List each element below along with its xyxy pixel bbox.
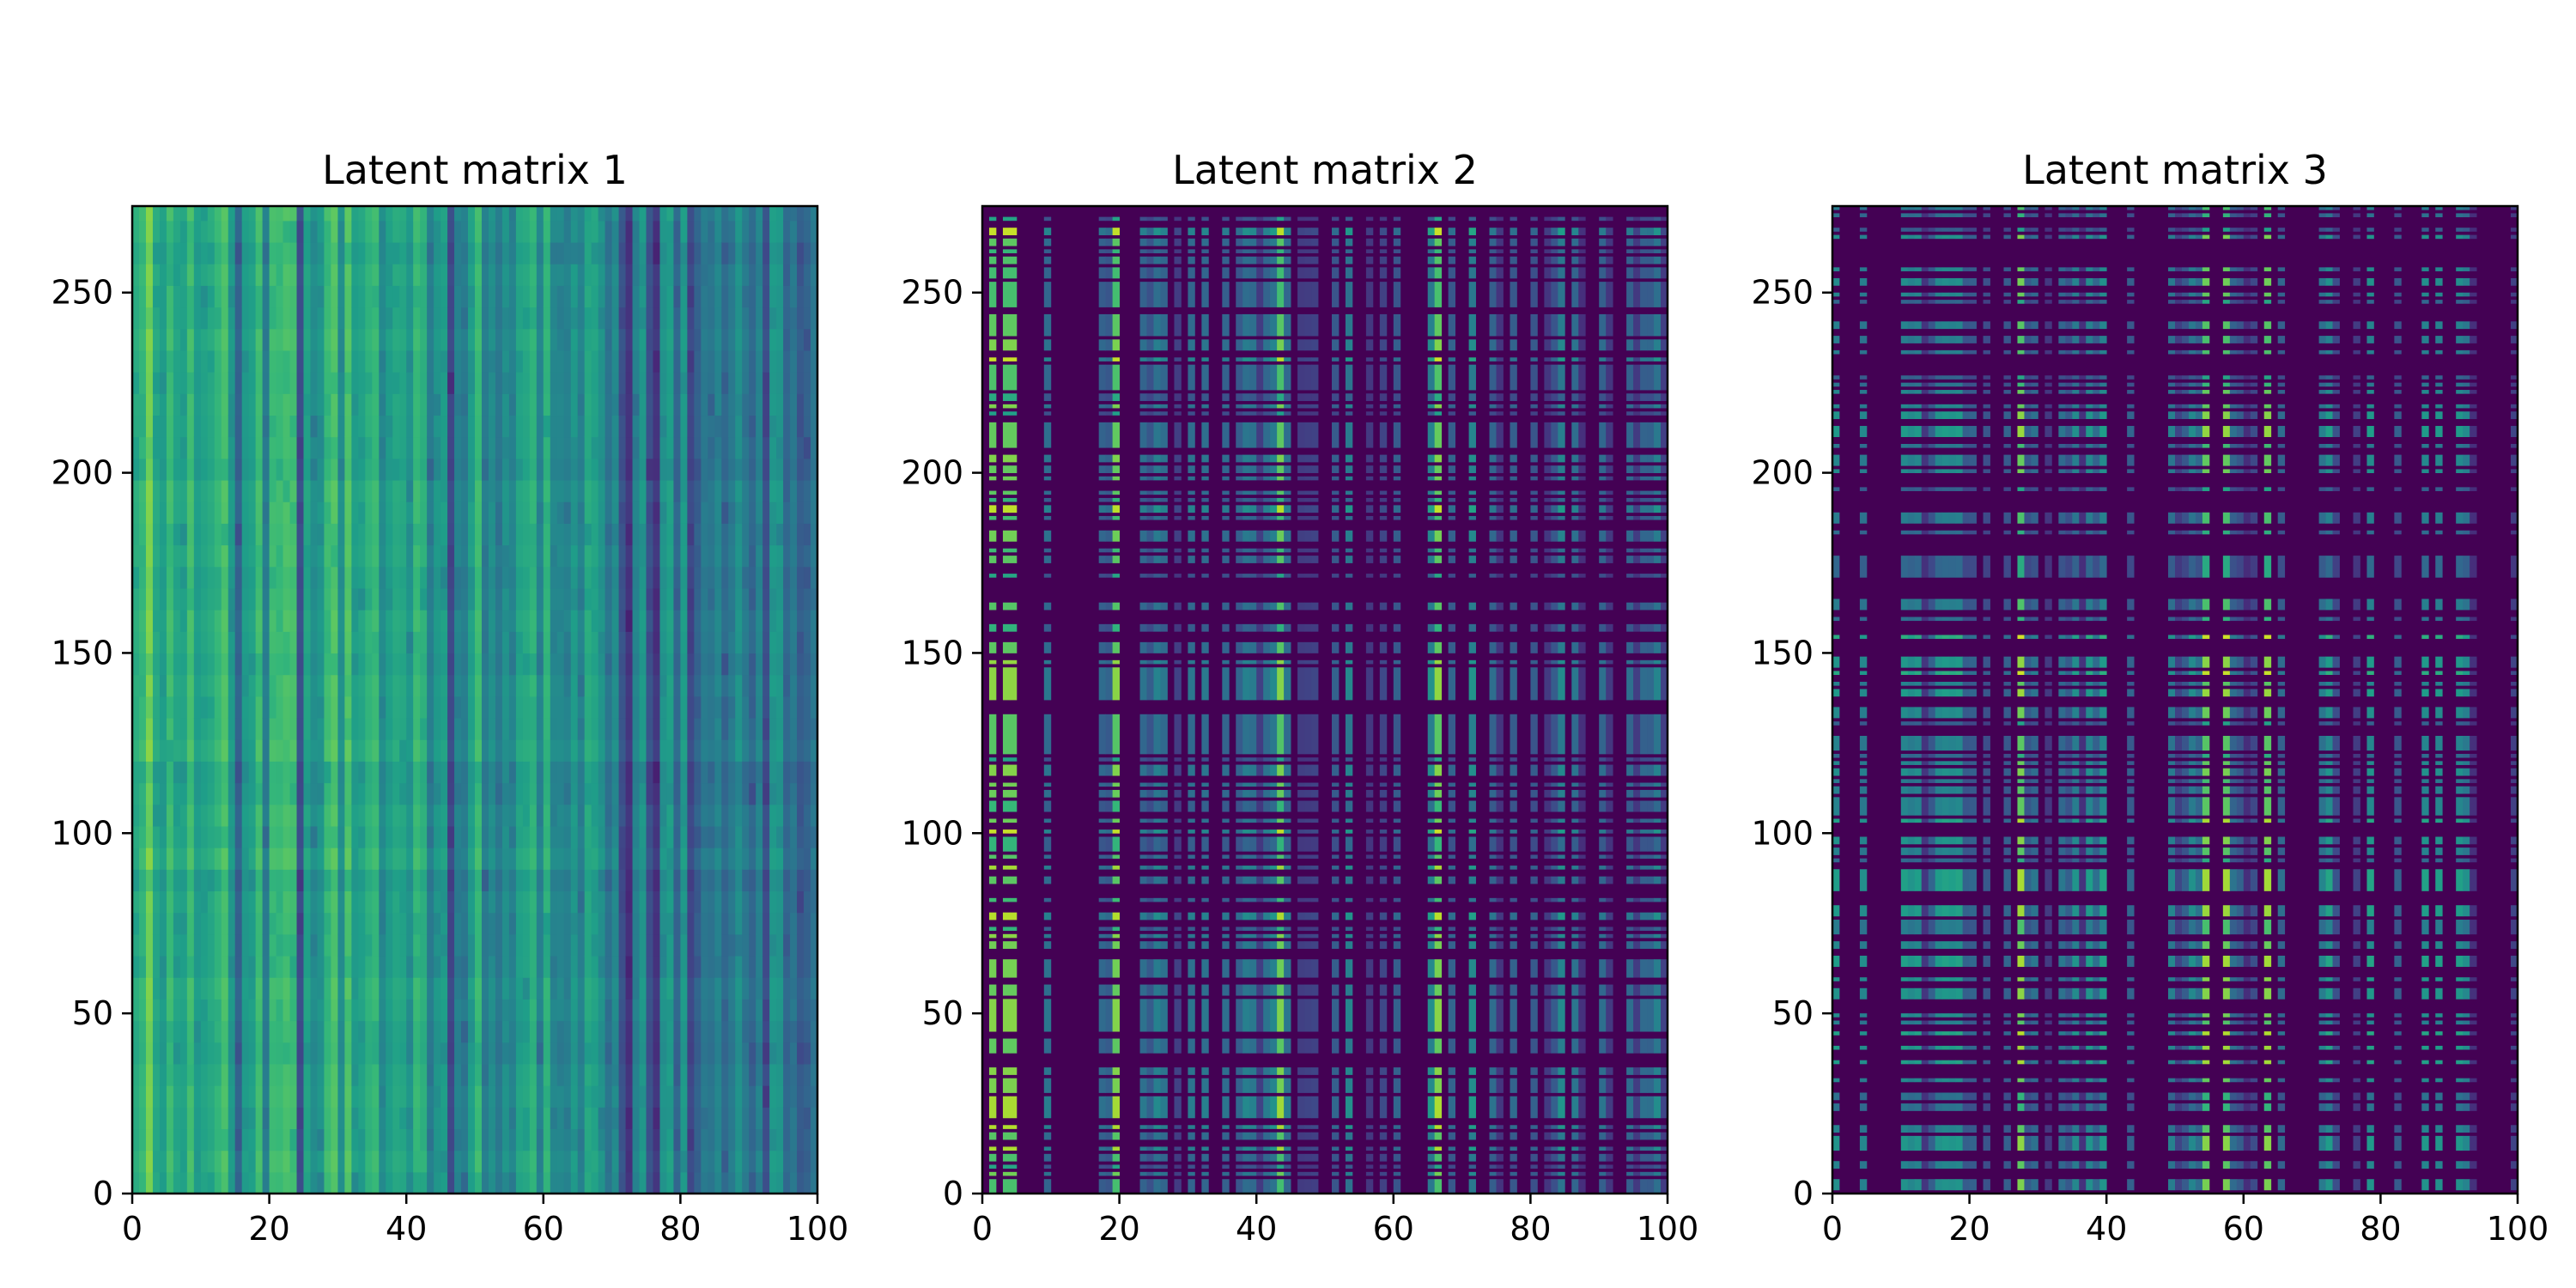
axes-frame [1831,204,2519,1195]
x-tick-label: 0 [972,1210,993,1248]
x-tick-label: 40 [1236,1210,1277,1248]
heatmap-cells [982,206,1668,1194]
y-tick-label: 250 [901,274,963,312]
y-tick-label: 150 [901,634,963,671]
x-tick-label: 100 [1637,1210,1699,1248]
x-tick-label: 20 [1098,1210,1139,1248]
y-tick-label: 0 [93,1175,113,1212]
y-tick-label: 150 [51,634,113,671]
x-tick-label: 100 [787,1210,849,1248]
panel-title: Latent matrix 1 [322,147,628,193]
x-tick-label: 20 [1948,1210,1990,1248]
x-tick-label: 40 [386,1210,427,1248]
y-tick-label: 50 [72,994,113,1032]
y-tick-label: 200 [1751,454,1814,492]
y-tick-label: 200 [901,454,963,492]
x-tick-label: 80 [2360,1210,2401,1248]
y-tick-label: 100 [901,814,963,852]
x-tick-label: 80 [659,1210,701,1248]
heatmap-panel-1: Latent matrix 1 0 20 40 60 80 100 0 50 100 150 200 2… [51,147,848,1248]
heatmap-panel-3: Latent matrix 3 0 20 40 60 80 100 0 50 100 150 200 2… [1751,147,2549,1248]
y-tick-label: 0 [1793,1175,1814,1212]
x-tick-label: 60 [1373,1210,1414,1248]
y-tick-label: 250 [1751,274,1814,312]
x-tick-label: 40 [2086,1210,2127,1248]
heatmap-panel-2: Latent matrix 2 0 20 40 60 80 100 0 50 100 150 200 2… [901,147,1698,1248]
y-tick-label: 100 [1751,814,1814,852]
panel-title: Latent matrix 3 [2022,147,2328,193]
y-tick-label: 150 [1751,634,1814,671]
axes-frame [981,204,1669,1195]
y-tick-label: 200 [51,454,113,492]
x-tick-label: 60 [523,1210,564,1248]
heatmap-cells [1832,206,2518,1194]
panel-title: Latent matrix 2 [1172,147,1478,193]
heatmap-cells [132,206,817,1194]
x-tick-label: 20 [248,1210,289,1248]
x-tick-label: 0 [1822,1210,1843,1248]
y-tick-label: 50 [1772,994,1814,1032]
y-tick-label: 0 [943,1175,963,1212]
y-tick-label: 250 [51,274,113,312]
x-tick-label: 60 [2223,1210,2264,1248]
y-tick-label: 50 [922,994,963,1032]
x-tick-label: 100 [2487,1210,2549,1248]
x-tick-label: 0 [122,1210,143,1248]
x-tick-label: 80 [1510,1210,1551,1248]
y-tick-label: 100 [51,814,113,852]
axes-frame [131,204,819,1195]
